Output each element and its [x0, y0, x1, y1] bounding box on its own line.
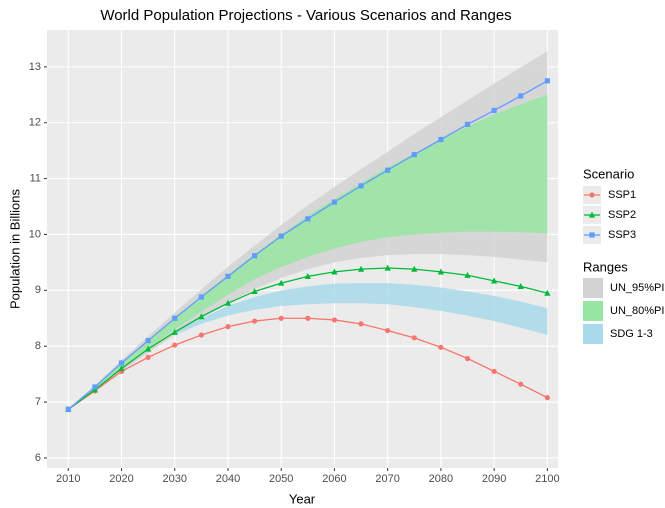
point [145, 338, 151, 344]
y-tick-label: 9 [35, 284, 41, 296]
y-tick-label: 12 [29, 117, 41, 129]
point [172, 315, 178, 321]
point [358, 183, 364, 189]
point [411, 335, 417, 341]
point [92, 384, 98, 390]
legend-label: SDG 1-3 [610, 328, 653, 340]
x-tick-label: 2030 [163, 473, 187, 485]
y-tick-label: 6 [35, 452, 41, 464]
legend-label: SSP1 [608, 189, 636, 201]
point [251, 318, 258, 324]
point [331, 199, 338, 205]
point [172, 342, 178, 348]
point [171, 328, 178, 335]
legend-key [583, 324, 603, 344]
legend-marker [589, 232, 595, 238]
legend-label: UN_95%PI [610, 282, 664, 294]
legend-title: Ranges [583, 259, 628, 274]
legend-marker [589, 192, 595, 198]
legend-label: SSP3 [608, 229, 636, 241]
legend-label: UN_80%PI [610, 305, 664, 317]
point [118, 365, 125, 372]
point [385, 327, 391, 334]
point [384, 264, 391, 271]
point [331, 268, 338, 275]
x-tick-label: 2020 [109, 473, 133, 485]
point [437, 268, 445, 275]
x-tick-label: 2060 [322, 473, 346, 485]
point [118, 360, 125, 366]
point [198, 313, 205, 320]
point [518, 381, 524, 387]
x-tick-label: 2070 [375, 473, 399, 485]
point [544, 78, 550, 84]
legend-key [583, 278, 603, 298]
x-tick-label: 2090 [482, 473, 506, 485]
range-band [174, 283, 548, 336]
point [491, 277, 498, 284]
point [438, 136, 444, 143]
point [518, 93, 524, 99]
point [304, 272, 311, 279]
point [251, 288, 258, 295]
point [224, 299, 232, 306]
point [305, 216, 311, 222]
point [358, 321, 364, 327]
x-tick-label: 2050 [269, 473, 293, 485]
point [438, 344, 444, 350]
point [145, 345, 152, 352]
point [544, 289, 551, 296]
point [544, 395, 550, 401]
point [225, 324, 231, 330]
point [517, 283, 524, 290]
point [251, 253, 258, 259]
range-band [68, 94, 548, 410]
y-tick-label: 13 [29, 61, 41, 73]
point [278, 315, 284, 321]
point [305, 315, 311, 321]
y-tick-label: 10 [29, 228, 41, 240]
point [385, 167, 391, 173]
point [464, 271, 471, 278]
x-tick-label: 2040 [216, 473, 240, 485]
point [411, 265, 418, 272]
point [225, 273, 231, 279]
point [491, 368, 497, 374]
legend-marker [588, 211, 596, 218]
point [65, 406, 71, 412]
legend-title: Scenario [583, 166, 634, 181]
x-tick-label: 2010 [56, 473, 80, 485]
chart-title: World Population Projections - Various S… [100, 7, 511, 24]
point [278, 233, 284, 239]
y-tick-label: 8 [35, 340, 41, 352]
point [464, 355, 471, 362]
point [357, 265, 365, 272]
point [278, 279, 285, 286]
x-tick-label: 2080 [429, 473, 453, 485]
point [198, 294, 204, 300]
y-tick-label: 7 [35, 396, 41, 408]
point [411, 151, 417, 158]
point [198, 332, 204, 338]
x-tick-label: 2100 [535, 473, 559, 485]
point [145, 354, 151, 360]
point [464, 121, 471, 128]
point [331, 317, 338, 323]
x-axis-title: Year [289, 491, 316, 506]
y-axis-title: Population in Billions [7, 189, 22, 309]
legend-label: SSP2 [608, 209, 636, 221]
legend-key [583, 301, 603, 321]
y-tick-label: 11 [30, 173, 41, 185]
point [491, 107, 497, 114]
